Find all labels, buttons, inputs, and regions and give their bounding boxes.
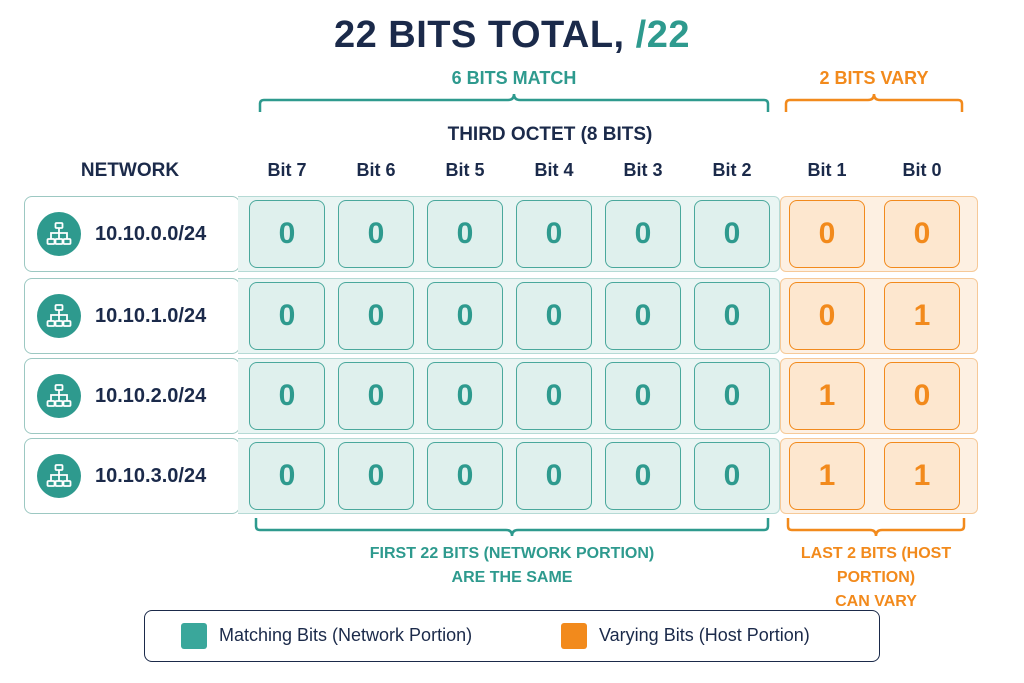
bit-cell-5: 0 [427,282,503,350]
network-row-label: 10.10.2.0/24 [24,358,240,434]
bit-cell-6: 0 [338,362,414,430]
match-bits-brace [258,93,770,112]
network-row-label: 10.10.1.0/24 [24,278,240,354]
bit-cell-1: 0 [789,200,865,268]
bit-cell-3: 0 [605,200,681,268]
title-accent: /22 [635,14,690,56]
bit-header-6: Bit 6 [356,160,396,180]
network-portion-label: FIRST 22 BITS (NETWORK PORTION) ARE THE … [254,542,770,590]
bit-header-1: Bit 1 [807,160,847,180]
bit-header-2: Bit 2 [712,160,752,180]
bit-cell-2: 0 [694,442,770,510]
bit-cell-0: 0 [884,200,960,268]
bit-cell-2: 0 [694,282,770,350]
matching-bits-band [238,438,780,514]
host-portion-label: LAST 2 BITS (HOST PORTION) CAN VARY [760,542,992,614]
matching-bits-band [238,196,780,272]
bit-cell-0: 0 [884,362,960,430]
network-hierarchy-icon [37,212,81,256]
bit-cell-5: 0 [427,442,503,510]
bit-cell-5: 0 [427,200,503,268]
network-address: 10.10.1.0/24 [95,304,207,327]
host-portion-line2: CAN VARY [835,593,917,610]
match-bits-label: 6 BITS MATCH [451,68,577,88]
bit-cell-6: 0 [338,200,414,268]
network-address: 10.10.2.0/24 [95,384,207,407]
bit-cell-2: 0 [694,200,770,268]
title-main: 22 BITS TOTAL, [333,14,636,56]
bit-cell-7: 0 [249,442,325,510]
vary-bits-brace [784,93,964,112]
bit-cell-6: 0 [338,282,414,350]
network-portion-line1: FIRST 22 BITS (NETWORK PORTION) [369,545,655,562]
network-address: 10.10.0.0/24 [95,222,207,245]
network-address: 10.10.3.0/24 [95,464,207,487]
bit-cell-7: 0 [249,200,325,268]
third-octet-label: THIRD OCTET (8 BITS) [447,124,653,145]
network-row-label: 10.10.3.0/24 [24,438,240,514]
bit-header-4: Bit 4 [534,160,574,180]
matching-bits-band [238,278,780,354]
bit-cell-0: 1 [884,442,960,510]
network-hierarchy-icon [37,294,81,338]
legend: Matching Bits (Network Portion) Varying … [144,610,880,662]
bit-cell-6: 0 [338,442,414,510]
varying-bits-legend-label: Varying Bits (Host Portion) [599,625,810,645]
network-portion-brace [254,518,770,537]
network-column-header: NETWORK [80,160,180,181]
bit-header-3: Bit 3 [623,160,663,180]
bit-cell-4: 0 [516,282,592,350]
matching-bits-swatch [181,623,207,649]
bit-cell-7: 0 [249,282,325,350]
matching-bits-legend-label: Matching Bits (Network Portion) [219,625,473,645]
bit-cell-1: 0 [789,282,865,350]
network-hierarchy-icon [37,374,81,418]
bit-header-5: Bit 5 [445,160,485,180]
bit-cell-4: 0 [516,442,592,510]
bit-cell-3: 0 [605,282,681,350]
bit-cell-2: 0 [694,362,770,430]
bit-cell-4: 0 [516,362,592,430]
matching-bits-band [238,358,780,434]
bit-cell-1: 1 [789,442,865,510]
page-title: 22 BITS TOTAL, /22 [0,14,1024,57]
bit-cell-1: 1 [789,362,865,430]
bit-cell-0: 1 [884,282,960,350]
bit-cell-4: 0 [516,200,592,268]
network-hierarchy-icon [37,454,81,498]
bit-cell-3: 0 [605,442,681,510]
network-row-label: 10.10.0.0/24 [24,196,240,272]
bit-header-7: Bit 7 [267,160,307,180]
vary-bits-label: 2 BITS VARY [819,68,929,88]
bit-cell-3: 0 [605,362,681,430]
bit-cell-7: 0 [249,362,325,430]
network-portion-line2: ARE THE SAME [451,569,573,586]
host-portion-brace [786,518,966,537]
varying-bits-swatch [561,623,587,649]
host-portion-line1: LAST 2 BITS (HOST PORTION) [800,545,952,586]
bit-header-0: Bit 0 [902,160,942,180]
bit-cell-5: 0 [427,362,503,430]
